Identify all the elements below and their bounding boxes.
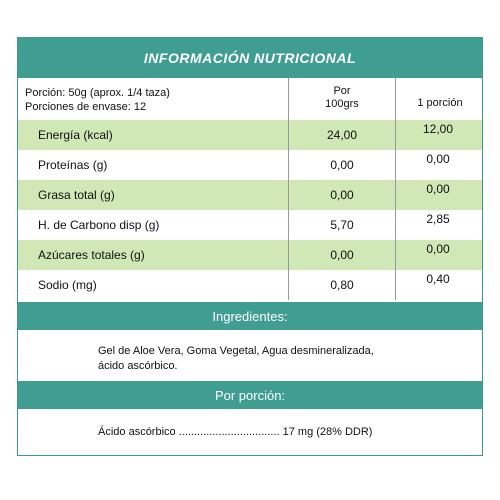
value-per-portion: 0,00	[426, 242, 450, 256]
nutrition-facts-panel: INFORMACIÓN NUTRICIONAL Porción: 50g (ap…	[17, 37, 483, 456]
serving-info: Porción: 50g (aprox. 1/4 taza) Porciones…	[25, 86, 170, 114]
per-portion-heading: Por porción:	[18, 381, 482, 409]
value-per-portion: 12,00	[422, 122, 454, 136]
value-per-portion: 2,85	[426, 212, 450, 226]
ingredients-line: ácido ascórbico.	[98, 360, 178, 372]
value-per-100g: 0,00	[330, 248, 354, 262]
column-header-per-100g-line2: 100grs	[325, 98, 359, 110]
serving-size: Porción: 50g (aprox. 1/4 taza)	[25, 87, 170, 99]
table-row: H. de Carbono disp (g) 5,70 2,85	[18, 210, 482, 240]
nutrient-name: Energía (kcal)	[38, 128, 113, 142]
value-per-100g: 0,00	[330, 188, 354, 202]
ingredients-line: Gel de Aloe Vera, Goma Vegetal, Agua des…	[98, 345, 374, 357]
table-row: Energía (kcal) 24,00 12,00	[18, 120, 482, 150]
nutrient-name: Grasa total (g)	[38, 188, 115, 202]
nutrient-name: H. de Carbono disp (g)	[38, 218, 160, 232]
ingredients-list: Gel de Aloe Vera, Goma Vegetal, Agua des…	[98, 344, 374, 374]
column-divider	[395, 78, 396, 300]
value-per-100g: 0,00	[330, 158, 354, 172]
table-row: Grasa total (g) 0,00 0,00	[18, 180, 482, 210]
value-per-100g: 24,00	[326, 128, 358, 142]
value-per-portion: 0,00	[426, 182, 450, 196]
column-header-per-100g-line1: Por	[333, 85, 351, 97]
servings-per-container: Porciones de envase: 12	[25, 101, 147, 113]
value-per-100g: 0,80	[330, 278, 354, 292]
value-per-portion: 0,00	[426, 152, 450, 166]
nutrition-title: INFORMACIÓN NUTRICIONAL	[18, 38, 482, 78]
nutrient-name: Azúcares totales (g)	[38, 248, 145, 262]
column-header-per-portion: 1 porción	[417, 97, 463, 109]
value-per-portion: 0,40	[426, 272, 450, 286]
value-per-100g: 5,70	[330, 218, 354, 232]
table-row: Proteínas (g) 0,00 0,00	[18, 150, 482, 180]
table-row: Sodio (mg) 0,80 0,40	[18, 270, 482, 300]
table-row: Azúcares totales (g) 0,00 0,00	[18, 240, 482, 270]
nutrient-name: Proteínas (g)	[38, 158, 108, 172]
table-header: Porción: 50g (aprox. 1/4 taza) Porciones…	[18, 78, 482, 160]
nutrient-name: Sodio (mg)	[38, 278, 97, 292]
column-divider	[288, 78, 289, 300]
per-portion-value: Ácido ascórbico ........................…	[98, 426, 373, 438]
ingredients-heading: Ingredientes:	[18, 302, 482, 330]
column-header-per-100g: Por 100grs	[289, 85, 395, 111]
